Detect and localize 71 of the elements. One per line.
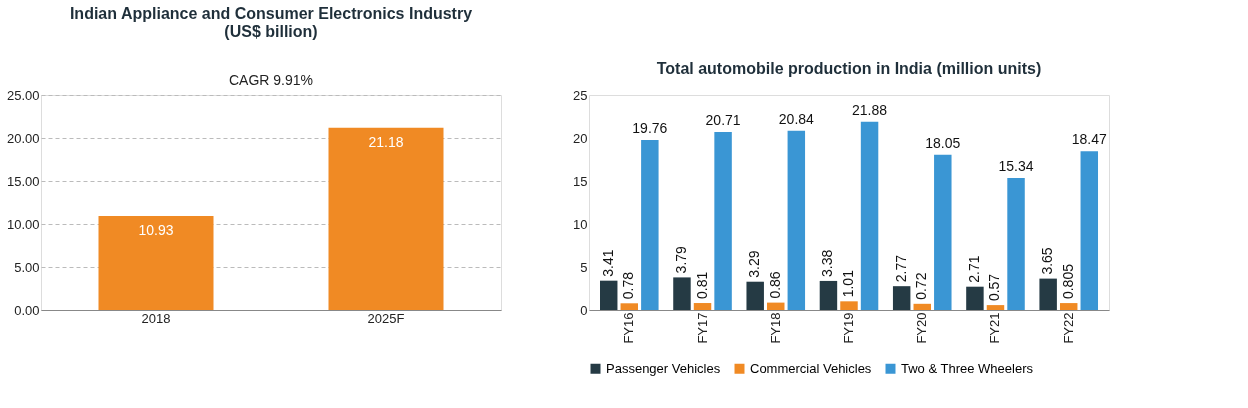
bar bbox=[1080, 151, 1099, 310]
bar bbox=[1039, 278, 1057, 310]
data-label: 0.81 bbox=[693, 271, 710, 300]
data-label: 21.18 bbox=[368, 133, 404, 150]
bar bbox=[840, 301, 858, 310]
y-tick-label: 15 bbox=[573, 173, 588, 189]
bar bbox=[599, 280, 618, 310]
x-tick-label: 2018 bbox=[141, 310, 171, 326]
data-label: 18.05 bbox=[925, 134, 961, 151]
data-label: 3.29 bbox=[746, 250, 763, 278]
data-label: 3.38 bbox=[819, 249, 836, 277]
x-tick-label: FY17 bbox=[694, 312, 710, 344]
y-tick-label: 0.00 bbox=[14, 302, 40, 318]
bar bbox=[819, 280, 838, 310]
x-tick-label: FY16 bbox=[621, 312, 637, 344]
data-label: 3.65 bbox=[1039, 247, 1056, 275]
y-tick-label: 0 bbox=[580, 302, 588, 318]
data-label: 2.71 bbox=[965, 255, 982, 283]
chart-title: Total automobile production in India (million units) bbox=[656, 60, 1042, 77]
data-label: 0.78 bbox=[620, 271, 637, 300]
y-tick-label: 20.00 bbox=[6, 130, 40, 146]
data-label: 21.88 bbox=[852, 101, 888, 118]
data-label: 0.57 bbox=[986, 273, 1003, 302]
bar bbox=[641, 140, 659, 310]
y-tick-label: 10.00 bbox=[6, 216, 40, 232]
data-label: 0.805 bbox=[1059, 263, 1076, 300]
data-label: 1.01 bbox=[840, 269, 856, 298]
data-label: 20.84 bbox=[778, 110, 815, 127]
x-tick-label: FY19 bbox=[841, 312, 856, 344]
y-tick-label: 5 bbox=[580, 259, 588, 275]
data-label: 3.41 bbox=[599, 249, 616, 277]
data-label: 18.47 bbox=[1071, 131, 1107, 148]
x-tick-label: FY21 bbox=[987, 312, 1003, 344]
bar bbox=[913, 303, 931, 310]
bar bbox=[1007, 178, 1025, 310]
bar bbox=[673, 277, 691, 310]
bar bbox=[746, 281, 764, 310]
y-tick-label: 10 bbox=[573, 216, 588, 232]
data-label: 10.93 bbox=[138, 222, 174, 238]
x-tick-label: FY22 bbox=[1060, 312, 1076, 344]
chart-title: Indian Appliance and Consumer Electronics Industry (US$ billion) bbox=[69, 5, 473, 40]
data-label: 20.71 bbox=[705, 111, 741, 128]
legend-label: Passenger Vehicles bbox=[606, 360, 721, 376]
x-tick-label: FY18 bbox=[767, 312, 783, 344]
bar bbox=[693, 303, 712, 310]
y-tick-label: 25.00 bbox=[6, 87, 40, 103]
data-label: 19.76 bbox=[632, 120, 668, 137]
bar bbox=[767, 302, 785, 310]
y-tick-label: 15.00 bbox=[6, 173, 40, 189]
bar bbox=[714, 131, 732, 310]
legend-label: Two & Three Wheelers bbox=[901, 360, 1034, 376]
data-label: 3.79 bbox=[672, 245, 689, 274]
bar bbox=[1059, 303, 1078, 310]
data-label: 2.77 bbox=[892, 254, 909, 283]
x-tick-label: 2025F bbox=[367, 310, 405, 326]
y-tick-label: 5.00 bbox=[14, 259, 40, 275]
data-label: 0.86 bbox=[766, 271, 783, 299]
legend-label: Commercial Vehicles bbox=[750, 360, 872, 376]
bar bbox=[892, 286, 911, 310]
data-label: 15.34 bbox=[998, 158, 1034, 175]
text: CAGR 9.91% bbox=[228, 72, 314, 88]
bar bbox=[986, 305, 1005, 310]
bar bbox=[934, 154, 952, 310]
y-tick-label: 25 bbox=[573, 87, 588, 103]
bar bbox=[966, 286, 984, 310]
y-tick-label: 20 bbox=[573, 130, 588, 146]
x-tick-label: FY20 bbox=[914, 312, 930, 344]
bar bbox=[787, 130, 806, 310]
data-label: 0.72 bbox=[913, 272, 930, 300]
bar bbox=[860, 121, 879, 310]
bar bbox=[620, 303, 639, 310]
